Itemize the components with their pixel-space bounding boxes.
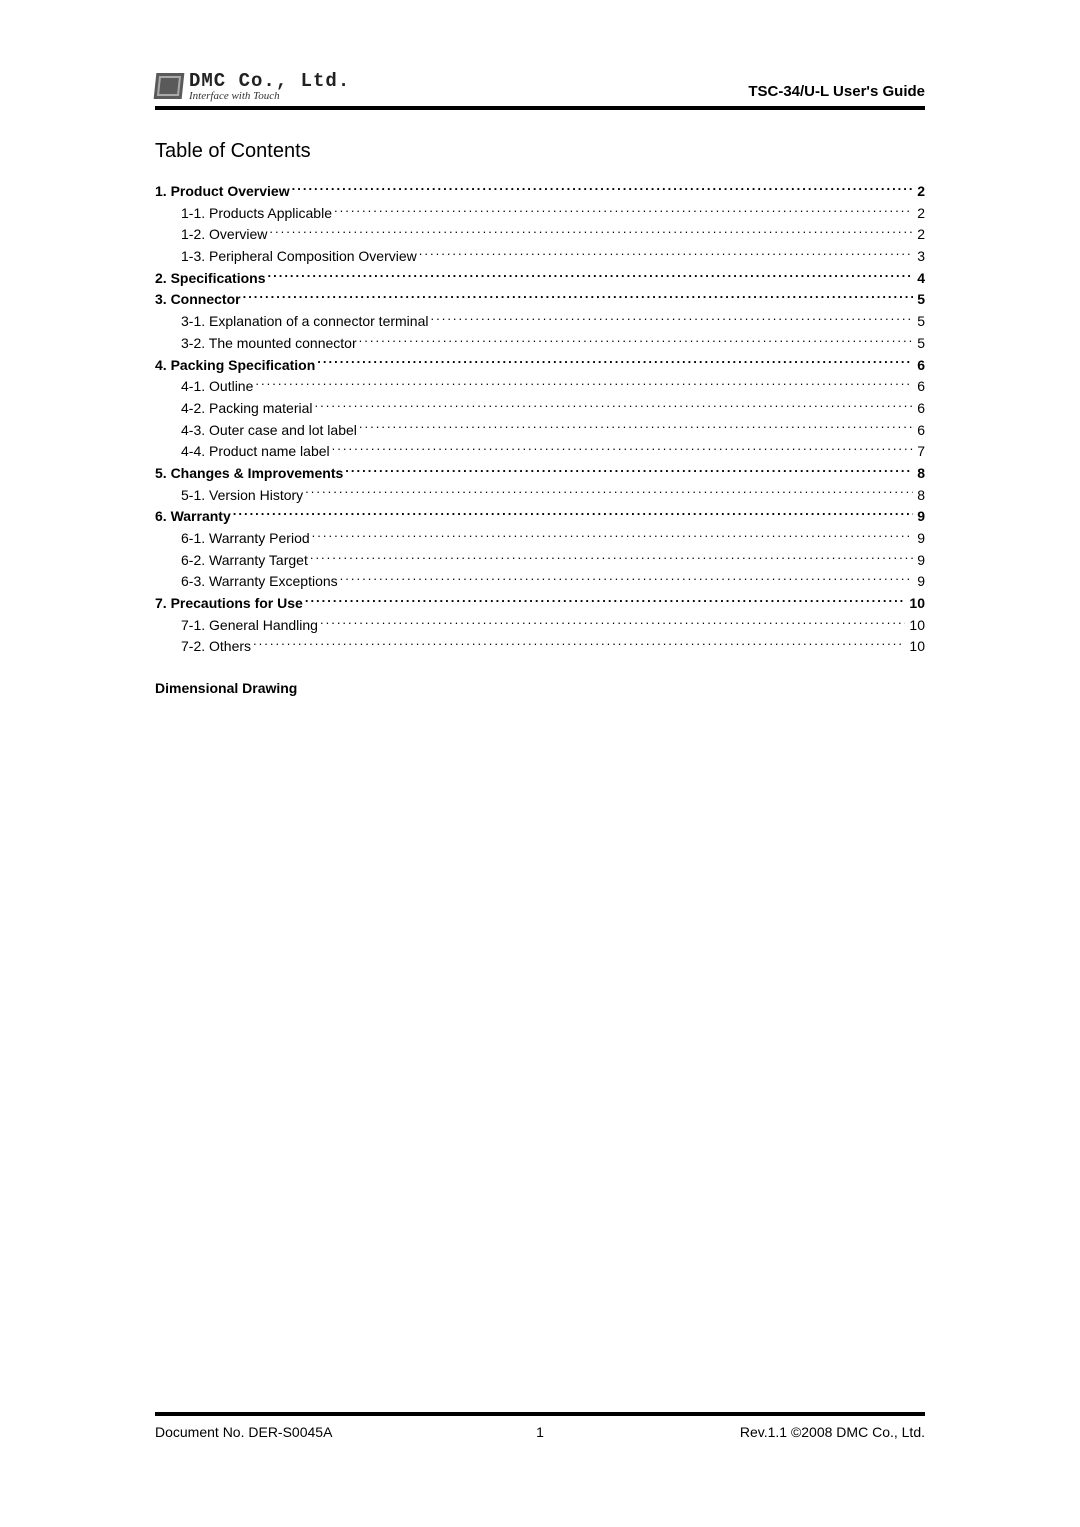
toc-leader-dots [359,334,914,348]
toc-entry-label: 7. Precautions for Use [155,593,303,615]
toc-entry-page: 8 [915,485,925,507]
footer-rule [155,1412,925,1416]
toc-leader-dots [317,356,913,370]
toc-leader-dots [340,572,914,586]
toc-leader-dots [334,204,913,218]
toc-entry-page: 2 [915,203,925,225]
toc-leader-dots [345,464,913,478]
toc-leader-dots [253,637,905,651]
toc-entry-page: 8 [915,463,925,485]
toc-entry-label: 4-2. Packing material [181,398,313,420]
toc-entry-page: 3 [915,246,925,268]
toc-entry-label: 5-1. Version History [181,485,303,507]
toc-entry-label: 6. Warranty [155,506,231,528]
toc-entry-label: 5. Changes & Improvements [155,463,343,485]
toc-leader-dots [305,594,906,608]
toc-entry-page: 5 [915,333,925,355]
toc-entry-label: 4-3. Outer case and lot label [181,420,357,442]
toc-entry-label: 1. Product Overview [155,181,290,203]
toc-row: 7-1. General Handling 10 [155,615,925,637]
toc-entry-page: 4 [915,268,925,290]
toc-entry-label: 4-1. Outline [181,376,253,398]
toc-entry-label: 1-3. Peripheral Composition Overview [181,246,417,268]
toc-row: 5. Changes & Improvements 8 [155,463,925,485]
toc-row: 4-4. Product name label 7 [155,441,925,463]
toc-entry-label: 6-3. Warranty Exceptions [181,571,338,593]
toc-row: 4-3. Outer case and lot label 6 [155,420,925,442]
appendix-label: Dimensional Drawing [155,680,925,696]
toc-row: 5-1. Version History 8 [155,485,925,507]
toc-entry-page: 5 [915,311,925,333]
toc-entry-page: 6 [915,376,925,398]
toc-entry-page: 5 [915,289,925,311]
toc-entry-page: 10 [907,636,925,658]
toc-row: 7. Precautions for Use 10 [155,593,925,615]
toc-row: 3-1. Explanation of a connector terminal… [155,311,925,333]
toc-leader-dots [269,225,913,239]
toc-entry-page: 6 [915,355,925,377]
toc-entry-label: 4. Packing Specification [155,355,315,377]
toc-row: 1-3. Peripheral Composition Overview 3 [155,246,925,268]
toc-heading: Table of Contents [155,140,925,163]
toc-leader-dots [320,616,905,630]
toc-entry-label: 3-2. The mounted connector [181,333,357,355]
toc-entry-page: 9 [915,571,925,593]
toc-leader-dots [310,551,913,565]
toc-row: 1. Product Overview 2 [155,181,925,203]
toc-entry-page: 9 [915,506,925,528]
toc-entry-page: 6 [915,420,925,442]
toc-entry-label: 3. Connector [155,289,241,311]
toc-entry-page: 10 [907,615,925,637]
toc-row: 4-2. Packing material 6 [155,398,925,420]
toc-row: 3-2. The mounted connector 5 [155,333,925,355]
table-of-contents: 1. Product Overview21-1. Products Applic… [155,181,925,658]
company-name: DMC Co., Ltd. [189,70,350,92]
toc-entry-page: 9 [915,550,925,572]
toc-row: 6. Warranty 9 [155,506,925,528]
toc-entry-page: 10 [907,593,925,615]
toc-leader-dots [430,312,913,326]
toc-entry-label: 6-1. Warranty Period [181,528,310,550]
toc-leader-dots [312,529,914,543]
toc-leader-dots [359,421,913,435]
toc-leader-dots [233,507,913,521]
toc-row: 6-2. Warranty Target 9 [155,550,925,572]
toc-entry-label: 7-1. General Handling [181,615,318,637]
toc-entry-label: 1-2. Overview [181,224,267,246]
toc-row: 4-1. Outline 6 [155,376,925,398]
toc-row: 6-1. Warranty Period 9 [155,528,925,550]
footer-page-number: 1 [155,1424,925,1440]
toc-row: 1-2. Overview 2 [155,224,925,246]
toc-entry-label: 6-2. Warranty Target [181,550,308,572]
toc-leader-dots [243,290,914,304]
toc-leader-dots [267,269,913,283]
toc-leader-dots [305,486,913,500]
toc-entry-label: 1-1. Products Applicable [181,203,332,225]
toc-row: 1-1. Products Applicable 2 [155,203,925,225]
toc-row: 4. Packing Specification 6 [155,355,925,377]
company-logo: DMC Co., Ltd. Interface with Touch [155,70,350,102]
toc-entry-page: 9 [915,528,925,550]
toc-entry-page: 2 [915,181,925,203]
toc-entry-page: 6 [915,398,925,420]
toc-row: 3. Connector 5 [155,289,925,311]
toc-leader-dots [419,247,913,261]
toc-entry-page: 7 [915,441,925,463]
document-title: TSC-34/U-L User's Guide [748,83,925,102]
toc-leader-dots [292,182,914,196]
toc-entry-label: 2. Specifications [155,268,265,290]
toc-leader-dots [332,442,914,456]
toc-row: 2. Specifications 4 [155,268,925,290]
toc-entry-label: 7-2. Others [181,636,251,658]
toc-entry-label: 4-4. Product name label [181,441,330,463]
toc-leader-dots [255,377,913,391]
toc-entry-page: 2 [915,224,925,246]
toc-row: 6-3. Warranty Exceptions 9 [155,571,925,593]
toc-row: 7-2. Others 10 [155,636,925,658]
toc-leader-dots [315,399,914,413]
toc-entry-label: 3-1. Explanation of a connector terminal [181,311,428,333]
logo-icon [154,73,185,99]
header-rule [155,106,925,110]
